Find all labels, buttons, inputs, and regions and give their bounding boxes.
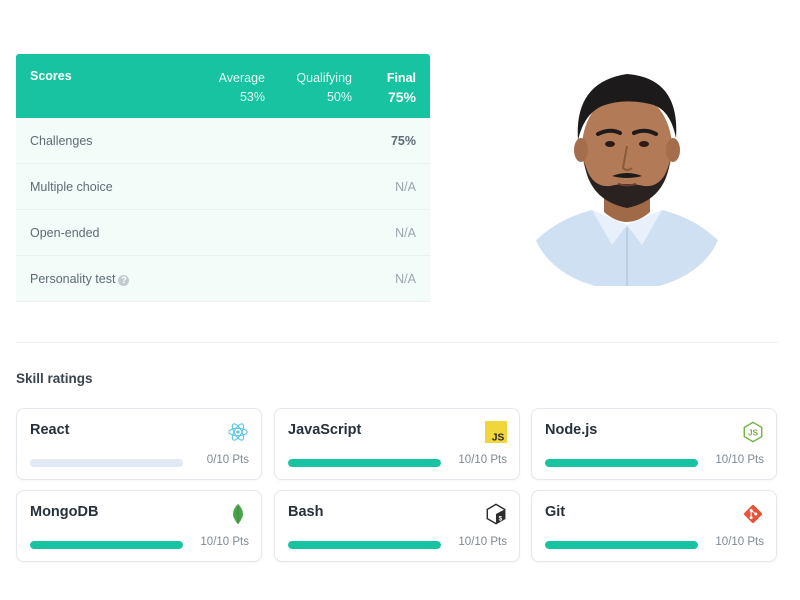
table-row: Multiple choice N/A xyxy=(16,164,430,210)
skill-name: MongoDB xyxy=(30,504,99,520)
question-icon[interactable]: ? xyxy=(118,275,130,286)
svg-text:$: $ xyxy=(498,515,502,522)
row-value: N/A xyxy=(395,226,416,240)
skill-card-javascript[interactable]: JavaScript JS 10/10 Pts xyxy=(274,408,520,480)
avatar xyxy=(532,74,722,286)
skill-name: JavaScript xyxy=(288,422,362,438)
row-value: N/A xyxy=(395,272,416,286)
skill-card-react[interactable]: React 0/10 Pts xyxy=(16,408,262,480)
skill-progress-fill xyxy=(545,541,698,549)
scores-table: Scores Average 53% Qualifying 50% Final … xyxy=(16,54,430,302)
row-value: 75% xyxy=(390,134,416,148)
table-row: Open-ended N/A xyxy=(16,210,430,256)
row-value: N/A xyxy=(395,180,416,194)
skill-ratings-title: Skill ratings xyxy=(16,371,93,386)
skill-points: 10/10 Pts xyxy=(458,454,507,466)
qualifying-label: Qualifying xyxy=(296,71,352,85)
mongodb-icon xyxy=(233,503,243,525)
git-icon xyxy=(744,505,762,523)
skill-card-bash[interactable]: Bash $ 10/10 Pts xyxy=(274,490,520,562)
svg-text:JS: JS xyxy=(748,429,759,438)
average-label: Average xyxy=(218,71,265,85)
average-value: 53% xyxy=(239,90,265,104)
row-label: Personality test? xyxy=(30,272,130,286)
row-label: Multiple choice xyxy=(30,180,113,194)
bash-icon: $ xyxy=(486,503,506,525)
table-row: Challenges 75% xyxy=(16,118,430,164)
skill-name: Git xyxy=(545,504,566,520)
svg-text:JS: JS xyxy=(492,432,505,443)
row-label: Open-ended xyxy=(30,226,100,240)
scores-header: Scores Average 53% Qualifying 50% Final … xyxy=(16,54,430,118)
skill-progress-bar xyxy=(545,459,698,467)
nodejs-icon: JS xyxy=(743,421,763,443)
final-value: 75% xyxy=(387,89,416,105)
skill-card-nodejs[interactable]: Node.js JS 10/10 Pts xyxy=(531,408,777,480)
scores-title: Scores xyxy=(30,69,72,83)
skill-points: 0/10 Pts xyxy=(206,454,249,466)
skill-points: 10/10 Pts xyxy=(715,454,764,466)
skill-card-mongodb[interactable]: MongoDB 10/10 Pts xyxy=(16,490,262,562)
skill-progress-fill xyxy=(30,541,183,549)
skill-progress-bar xyxy=(288,541,441,549)
final-label: Final xyxy=(386,71,416,85)
skill-card-git[interactable]: Git 10/10 Pts xyxy=(531,490,777,562)
qualifying-score: Qualifying 50% xyxy=(296,69,352,107)
skill-progress-bar xyxy=(30,541,183,549)
skill-progress-fill xyxy=(545,459,698,467)
average-score: Average 53% xyxy=(219,69,265,107)
skill-name: Node.js xyxy=(545,422,598,438)
row-label: Challenges xyxy=(30,134,93,148)
final-score: Final 75% xyxy=(387,69,416,107)
skill-name: React xyxy=(30,422,70,438)
react-icon xyxy=(228,423,248,441)
skill-points: 10/10 Pts xyxy=(715,536,764,548)
skill-progress-bar xyxy=(288,459,441,467)
skill-name: Bash xyxy=(288,504,324,520)
skill-progress-bar xyxy=(30,459,183,467)
personality-test-label: Personality test xyxy=(30,272,116,286)
javascript-icon: JS xyxy=(485,421,507,443)
skill-progress-bar xyxy=(545,541,698,549)
section-divider xyxy=(16,342,778,343)
skill-points: 10/10 Pts xyxy=(458,536,507,548)
skill-progress-fill xyxy=(288,459,441,467)
qualifying-value: 50% xyxy=(326,90,352,104)
skill-points: 10/10 Pts xyxy=(200,536,249,548)
table-row: Personality test? N/A xyxy=(16,256,430,302)
skill-progress-fill xyxy=(288,541,441,549)
